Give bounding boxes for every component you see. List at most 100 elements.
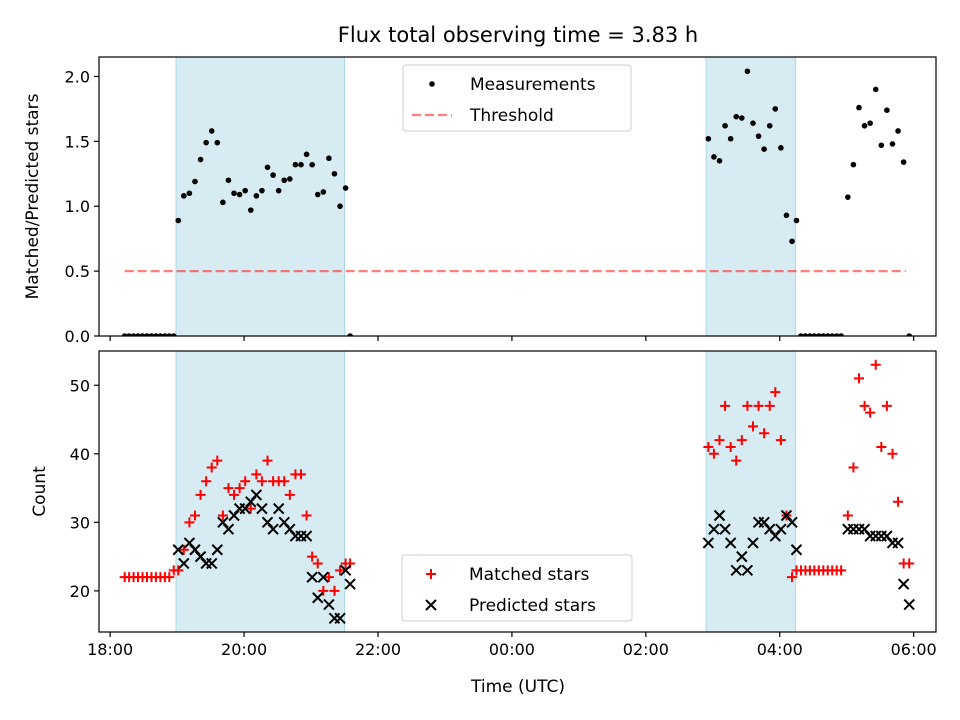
measurement-point <box>175 217 182 224</box>
measurement-point <box>208 128 215 134</box>
measurement-point <box>750 120 756 126</box>
predicted-star-point <box>323 598 335 611</box>
measurement-point <box>829 333 836 336</box>
y-axis-label: Matched/Predicted stars <box>23 93 43 299</box>
matched-star-point <box>881 400 892 411</box>
x-tick-label: 20:00 <box>221 640 267 659</box>
measurement-point <box>186 190 193 197</box>
measurement-point <box>303 151 310 158</box>
measurement-point <box>259 187 265 194</box>
predicted-star-point <box>211 544 224 556</box>
measurement-point <box>889 141 896 147</box>
measurement-point <box>783 212 790 219</box>
matched-star-point <box>742 400 753 411</box>
matched-star-point <box>759 428 770 439</box>
predicted-star-point <box>741 564 754 577</box>
chart-title: Flux total observing time = 3.83 h <box>338 23 698 47</box>
y-tick-label: 0.0 <box>65 327 90 346</box>
matched-star-point <box>195 489 206 500</box>
predicted-star-point <box>775 523 787 535</box>
axes-frame <box>98 350 937 633</box>
measurement-point <box>789 238 795 245</box>
predicted-star-point <box>250 489 263 501</box>
predicted-star-point <box>317 571 330 583</box>
measurement-point <box>197 156 204 163</box>
matched-star-point <box>770 387 781 398</box>
measurement-point <box>292 161 299 168</box>
measurement-point <box>793 217 800 224</box>
matched-star-point <box>787 572 798 583</box>
measurement-point <box>309 161 315 168</box>
predicted-star-point <box>312 592 324 604</box>
predicted-star-point <box>892 537 904 549</box>
axes-frame <box>98 56 937 337</box>
measurement-point <box>214 139 221 146</box>
matched-star-point <box>279 476 290 487</box>
legend-label: Measurements <box>470 75 596 95</box>
predicted-star-point <box>713 509 726 522</box>
measurement-point <box>130 333 137 336</box>
measurement-point <box>856 104 862 111</box>
bottom-panel: 18:00 20:00 22:00 00:00 02:00 04:00 06:00 20 30 4… <box>30 350 937 659</box>
matched-star-point <box>262 455 273 466</box>
measurement-point <box>861 122 868 129</box>
matched-star-point <box>731 455 742 466</box>
x-tick-label: 22:00 <box>355 640 401 659</box>
measurement-point <box>347 333 353 336</box>
y-tick-label: 0.5 <box>65 262 90 281</box>
predicted-star-point <box>875 530 888 542</box>
measurement-point <box>225 177 232 184</box>
measurement-point <box>287 176 293 182</box>
predicted-star-point <box>178 557 190 570</box>
x-tick-label: 00:00 <box>489 640 535 659</box>
predicted-star-point <box>306 571 318 583</box>
predicted-star-point <box>719 523 731 535</box>
predicted-star-point <box>864 530 876 542</box>
matched-star-point <box>859 400 870 411</box>
matched-star-point <box>764 400 775 411</box>
measurement-point <box>231 190 237 197</box>
measurement-point <box>314 191 321 198</box>
measurement-point <box>331 170 338 177</box>
matched-star-point <box>240 476 251 487</box>
measurement-point <box>326 155 332 162</box>
matched-star-point <box>848 462 859 473</box>
measurement-point <box>727 135 734 142</box>
measurement-point <box>281 177 288 184</box>
measurement-point <box>807 333 813 336</box>
matched-star-point <box>904 558 915 569</box>
measurement-point <box>192 178 198 185</box>
predicted-star-point <box>206 557 218 570</box>
measurement-point <box>139 333 146 336</box>
measurement-point <box>220 199 226 206</box>
measurement-point <box>181 193 187 199</box>
predicted-star-point <box>708 523 720 535</box>
predicted-star-point <box>267 523 279 535</box>
measurement-point <box>203 139 209 146</box>
legend-x-swatch <box>425 599 437 611</box>
measurement-point <box>716 158 723 164</box>
measurement-point <box>275 187 282 194</box>
measurement-point <box>872 86 879 93</box>
matched-star-point <box>842 510 853 521</box>
y-tick-label: 30 <box>70 513 90 532</box>
legend-box <box>401 554 633 622</box>
matched-star-point <box>853 373 864 384</box>
measurement-point <box>153 333 159 336</box>
x-tick-label: 18:00 <box>87 640 133 659</box>
measurement-point <box>755 133 762 139</box>
predicted-star-point <box>790 544 803 556</box>
measurement-point <box>733 113 740 120</box>
measurement-point <box>900 159 907 165</box>
matched-star-point <box>312 558 323 569</box>
legend-dot-swatch <box>429 81 435 87</box>
measurement-point <box>878 142 885 149</box>
x-tick-label: 04:00 <box>757 640 803 659</box>
measurement-point <box>761 146 767 152</box>
matched-star-point <box>206 462 217 473</box>
y-tick-label: 1.5 <box>65 132 90 151</box>
measurement-point <box>337 203 343 210</box>
measurement-point <box>144 333 150 336</box>
predicted-star-point <box>853 523 865 535</box>
